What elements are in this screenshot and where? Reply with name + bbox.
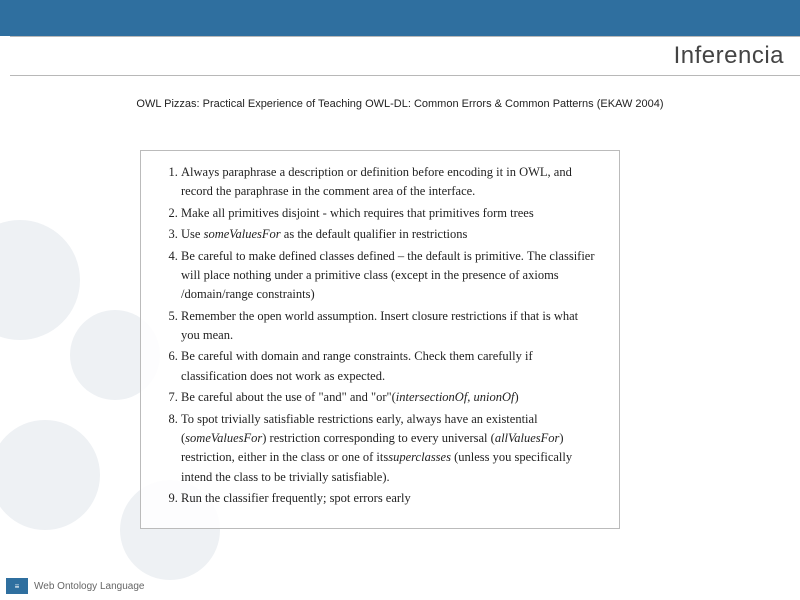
italic-term: allValuesFor	[495, 431, 560, 445]
list-item-text: )	[515, 390, 519, 404]
list-item: Make all primitives disjoint - which req…	[181, 204, 599, 223]
bg-circle	[0, 220, 80, 340]
list-item-text: ) restriction corresponding to every uni…	[262, 431, 495, 445]
guidelines-box: Always paraphrase a description or defin…	[140, 150, 620, 529]
list-item-text: Use	[181, 227, 204, 241]
list-item: Always paraphrase a description or defin…	[181, 163, 599, 202]
list-item: Be careful to make defined classes defin…	[181, 247, 599, 305]
footer-text: Web Ontology Language	[34, 581, 144, 592]
list-item: To spot trivially satisfiable restrictio…	[181, 410, 599, 488]
footer: ≡ Web Ontology Language	[6, 578, 144, 594]
list-item: Use someValuesFor as the default qualifi…	[181, 225, 599, 244]
list-item: Remember the open world assumption. Inse…	[181, 307, 599, 346]
slide: Inferencia OWL Pizzas: Practical Experie…	[0, 0, 800, 600]
slide-title: Inferencia	[674, 42, 784, 70]
list-item-text: as the default qualifier in restrictions	[281, 227, 468, 241]
bg-circle	[0, 420, 100, 530]
list-item: Be careful with domain and range constra…	[181, 347, 599, 386]
italic-term: superclasses	[388, 450, 451, 464]
footer-logo-icon: ≡	[6, 578, 28, 594]
guidelines-list: Always paraphrase a description or defin…	[161, 163, 599, 508]
list-item-text: Be careful about the use of "and" and "o…	[181, 390, 396, 404]
italic-term: intersectionOf, unionOf	[396, 390, 515, 404]
titlebar: Inferencia	[10, 36, 800, 76]
italic-term: someValuesFor	[204, 227, 281, 241]
list-item: Run the classifier frequently; spot erro…	[181, 489, 599, 508]
italic-term: someValuesFor	[185, 431, 262, 445]
topbar	[0, 0, 800, 36]
subtitle: OWL Pizzas: Practical Experience of Teac…	[0, 98, 800, 110]
list-item: Be careful about the use of "and" and "o…	[181, 388, 599, 407]
